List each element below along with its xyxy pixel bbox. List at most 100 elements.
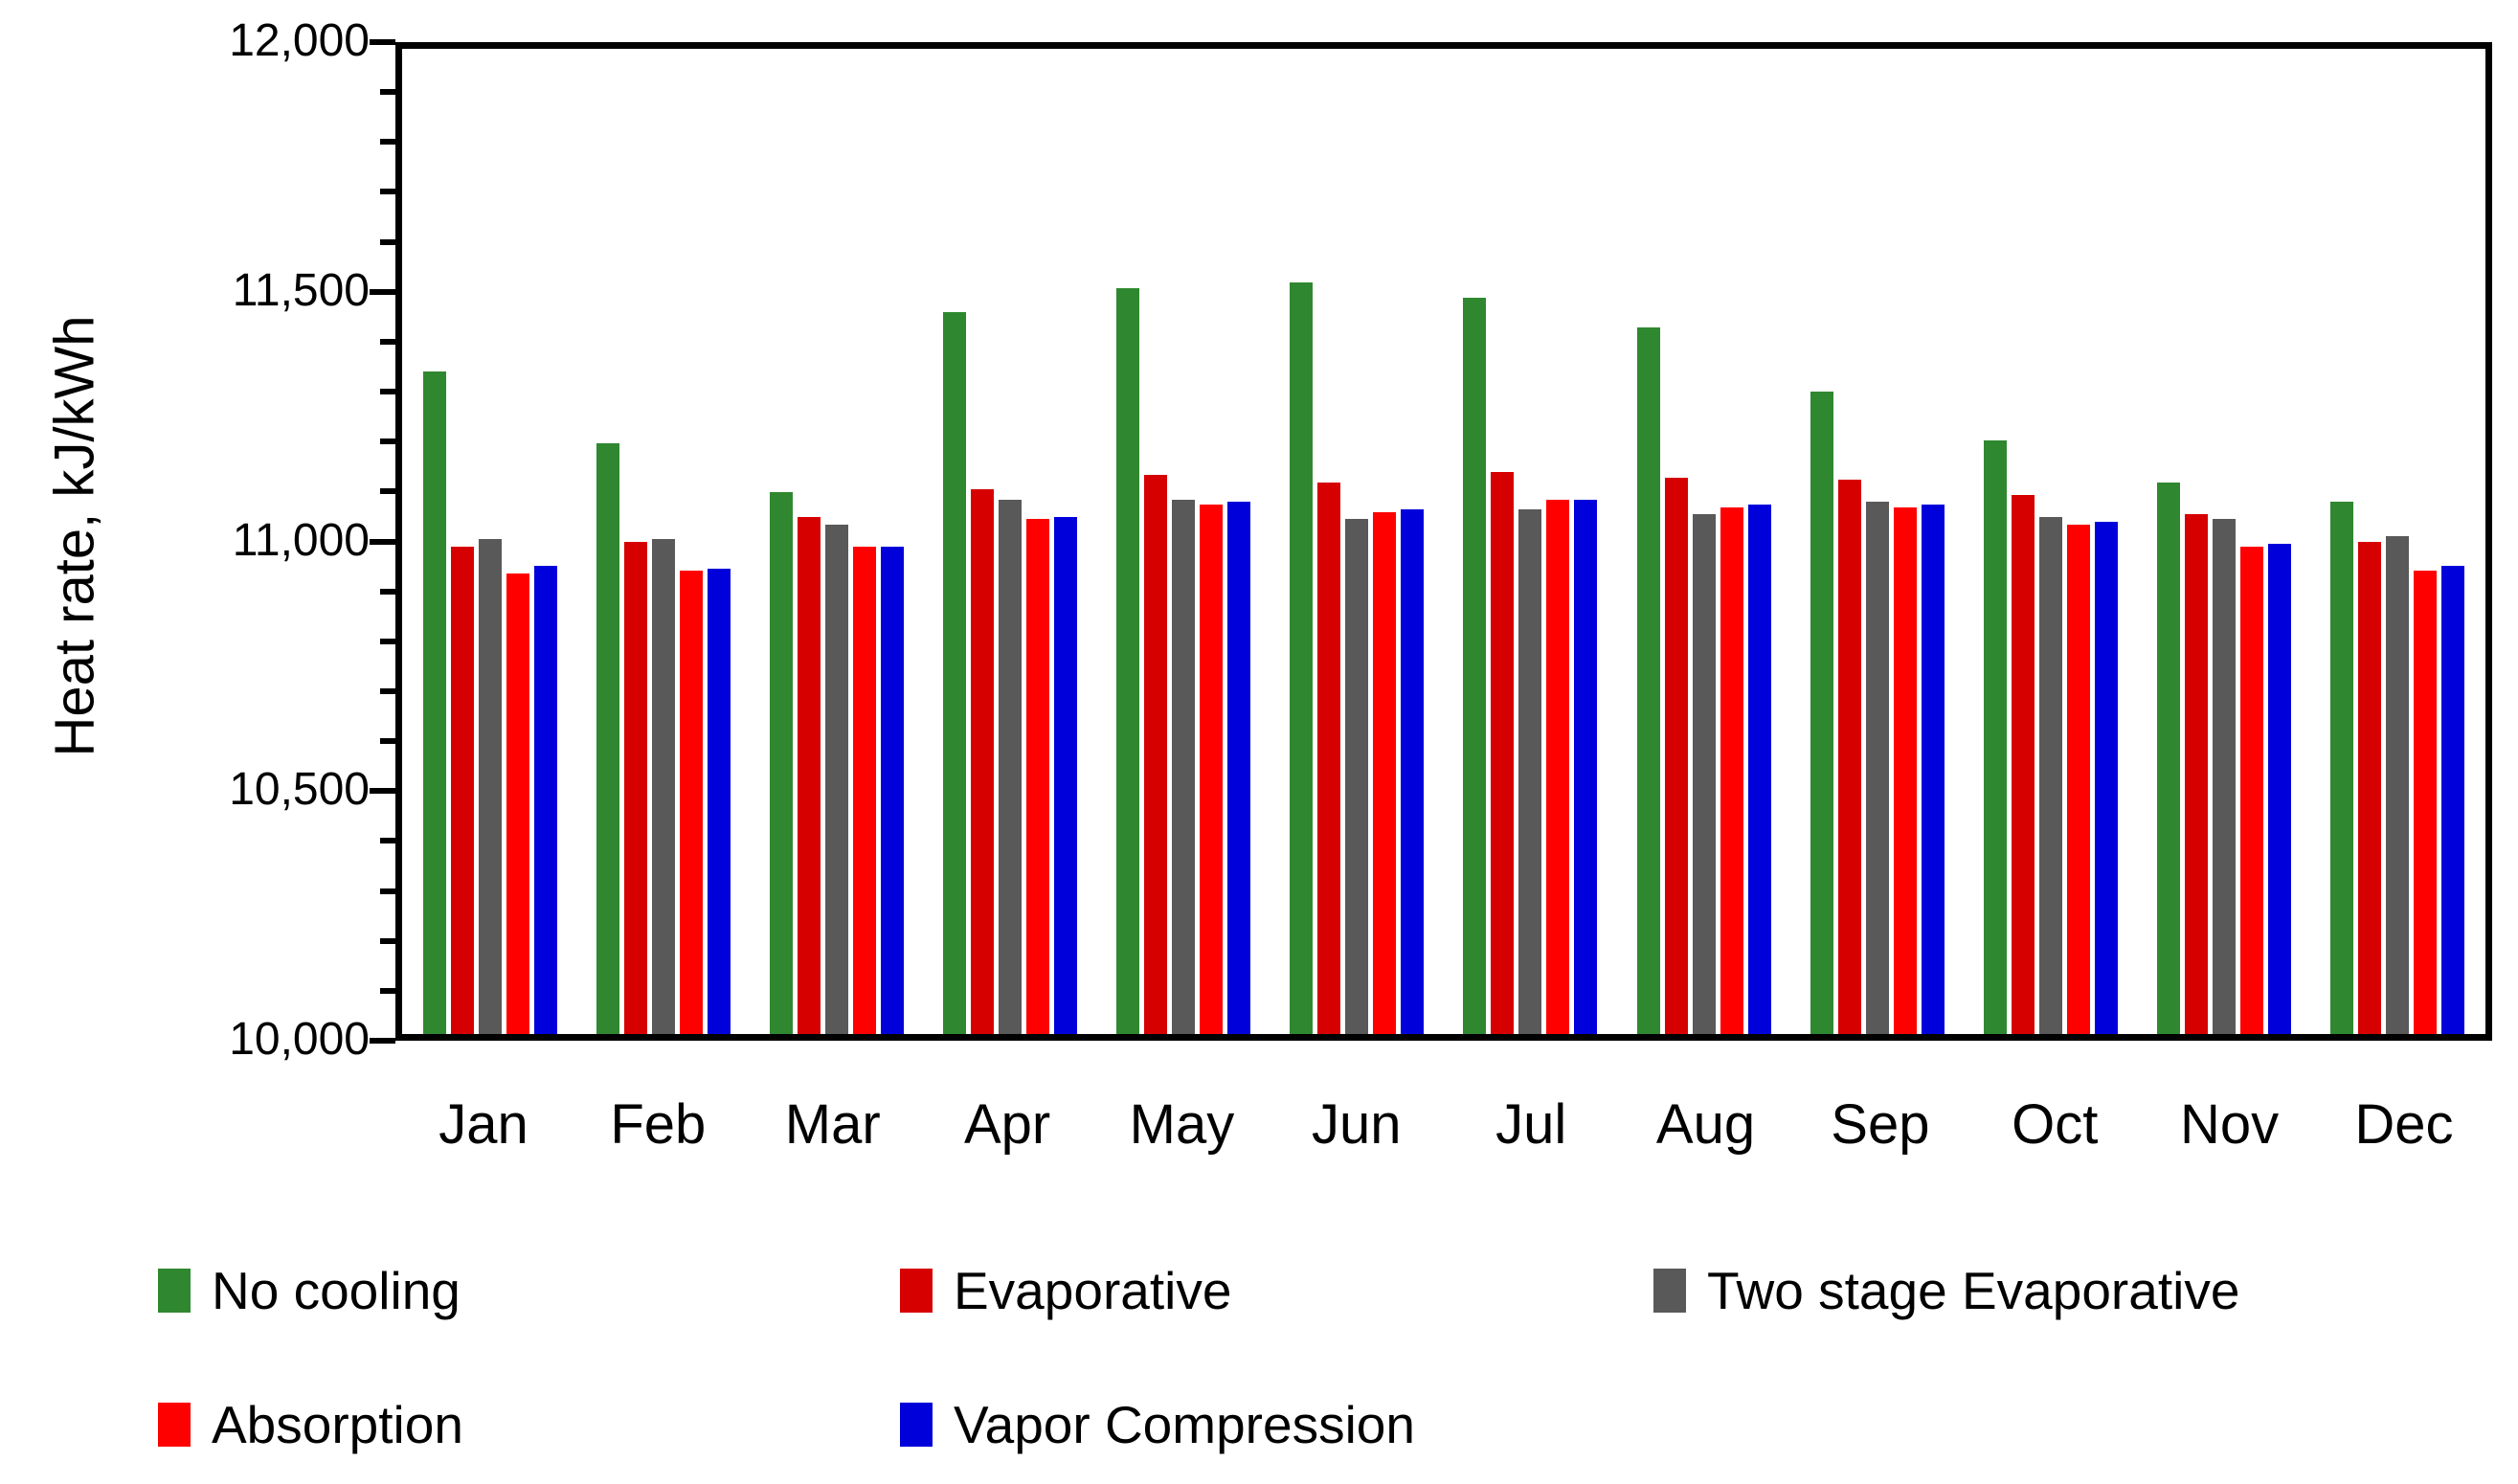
bar-evaporative-nov: [2184, 514, 2208, 1034]
bar-evaporative-feb: [624, 541, 648, 1034]
y-tick-label-10000: 10,000: [229, 1014, 370, 1066]
bar-no-cooling-oct: [1983, 440, 2007, 1034]
bar-no-cooling-jul: [1463, 297, 1487, 1034]
x-axis-labels: Jan Feb Mar Apr May Jun Jul Aug Sep Oct Nov Dec: [395, 1091, 2492, 1158]
bar-absorption-jan: [506, 573, 529, 1034]
bar-evaporative-sep: [1837, 480, 1861, 1034]
legend-label-evaporative: Evaporative: [954, 1260, 1232, 1320]
x-tick-label-jun: Jun: [1312, 1093, 1402, 1156]
y-minor-tick-10200: [380, 937, 395, 944]
bar-evaporative-aug: [1664, 477, 1688, 1034]
bar-two-stage-evaporative-nov: [2212, 519, 2236, 1034]
y-major-tick-10500: [370, 788, 395, 795]
bar-evaporative-oct: [2011, 494, 2035, 1034]
bar-absorption-oct: [2066, 524, 2090, 1034]
bar-absorption-mar: [853, 546, 877, 1034]
bar-group-jul: [1463, 49, 1598, 1034]
y-minor-tick-11100: [380, 488, 395, 495]
bar-group-mar: [770, 49, 905, 1034]
y-minor-tick-10400: [380, 838, 395, 844]
y-tick-label-11500: 11,500: [232, 264, 370, 316]
bar-vapor-compression-jul: [1574, 499, 1598, 1034]
y-minor-tick-11300: [380, 389, 395, 395]
bar-vapor-compression-jun: [1401, 509, 1425, 1034]
x-tick-label-dec: Dec: [2354, 1093, 2454, 1156]
y-major-tick-10000: [370, 1038, 395, 1044]
bar-absorption-nov: [2239, 546, 2263, 1034]
y-minor-tick-10700: [380, 687, 395, 694]
bar-vapor-compression-apr: [1054, 516, 1078, 1034]
bar-evaporative-jun: [1317, 482, 1341, 1034]
legend-label-two-stage-evaporative: Two stage Evaporative: [1707, 1260, 2240, 1320]
bar-vapor-compression-may: [1227, 502, 1251, 1034]
bar-two-stage-evaporative-apr: [999, 499, 1023, 1034]
bar-group-nov: [2156, 49, 2291, 1034]
y-tick-label-10500: 10,500: [229, 764, 370, 816]
y-minor-tick-11400: [380, 338, 395, 345]
bar-no-cooling-jan: [423, 371, 446, 1034]
bar-absorption-may: [1200, 504, 1224, 1034]
y-tick-label-11000: 11,000: [232, 514, 370, 566]
bar-absorption-apr: [1026, 519, 1050, 1034]
x-tick-label-nov: Nov: [2180, 1093, 2280, 1156]
legend-item-no-cooling: No cooling: [158, 1262, 461, 1319]
legend-label-vapor-compression: Vapor Compression: [954, 1394, 1415, 1454]
bar-group-apr: [943, 49, 1078, 1034]
bar-group-may: [1116, 49, 1251, 1034]
bar-group-jun: [1290, 49, 1425, 1034]
y-minor-tick-10300: [380, 888, 395, 894]
bar-vapor-compression-dec: [2440, 566, 2464, 1034]
bar-no-cooling-apr: [943, 312, 967, 1034]
bar-two-stage-evaporative-jul: [1518, 509, 1542, 1034]
bar-group-oct: [1983, 49, 2118, 1034]
bar-evaporative-jan: [451, 546, 474, 1034]
bar-absorption-sep: [1893, 506, 1917, 1034]
bar-group-feb: [596, 49, 731, 1034]
bar-vapor-compression-nov: [2267, 544, 2291, 1034]
bar-group-aug: [1636, 49, 1771, 1034]
legend-item-two-stage-evaporative: Two stage Evaporative: [1653, 1262, 2239, 1319]
bar-vapor-compression-sep: [1921, 504, 1945, 1034]
y-major-tick-11000: [370, 538, 395, 545]
legend-swatch-no-cooling: [158, 1269, 191, 1313]
bar-absorption-aug: [1720, 506, 1743, 1034]
legend-label-no-cooling: No cooling: [212, 1260, 461, 1320]
legend-swatch-vapor-compression: [900, 1403, 933, 1447]
y-minor-tick-11200: [380, 438, 395, 445]
bar-evaporative-mar: [798, 516, 821, 1034]
y-major-tick-11500: [370, 288, 395, 295]
bar-two-stage-evaporative-may: [1172, 499, 1196, 1034]
bar-no-cooling-dec: [2329, 502, 2353, 1034]
y-minor-tick-10900: [380, 588, 395, 595]
x-tick-label-jul: Jul: [1495, 1093, 1567, 1156]
x-tick-label-jan: Jan: [438, 1093, 528, 1156]
x-tick-label-mar: Mar: [784, 1093, 881, 1156]
bar-two-stage-evaporative-mar: [825, 524, 849, 1034]
legend-item-evaporative: Evaporative: [900, 1262, 1231, 1319]
bar-evaporative-apr: [971, 489, 995, 1034]
y-axis-title: Heat rate, kJ/kWh: [43, 315, 106, 757]
y-minor-tick-11600: [380, 238, 395, 245]
legend-swatch-two-stage-evaporative: [1653, 1269, 1686, 1313]
x-tick-label-feb: Feb: [610, 1093, 707, 1156]
y-major-tick-12000: [370, 39, 395, 45]
bar-two-stage-evaporative-sep: [1865, 502, 1889, 1034]
bar-two-stage-evaporative-feb: [652, 538, 676, 1034]
x-tick-label-apr: Apr: [963, 1093, 1051, 1156]
y-minor-tick-11800: [380, 139, 395, 146]
bar-group-sep: [1810, 49, 1945, 1034]
y-minor-tick-10800: [380, 638, 395, 644]
bar-group-jan: [423, 49, 557, 1034]
bar-vapor-compression-feb: [708, 568, 731, 1034]
bar-vapor-compression-jan: [534, 566, 557, 1034]
y-minor-tick-11900: [380, 89, 395, 96]
bar-two-stage-evaporative-jun: [1345, 519, 1369, 1034]
bar-no-cooling-sep: [1810, 391, 1833, 1034]
bar-evaporative-may: [1144, 475, 1168, 1034]
y-minor-tick-11700: [380, 189, 395, 195]
bar-no-cooling-may: [1116, 287, 1140, 1034]
bar-no-cooling-nov: [2156, 482, 2180, 1034]
bar-two-stage-evaporative-dec: [2385, 536, 2409, 1034]
bar-no-cooling-aug: [1636, 326, 1660, 1034]
